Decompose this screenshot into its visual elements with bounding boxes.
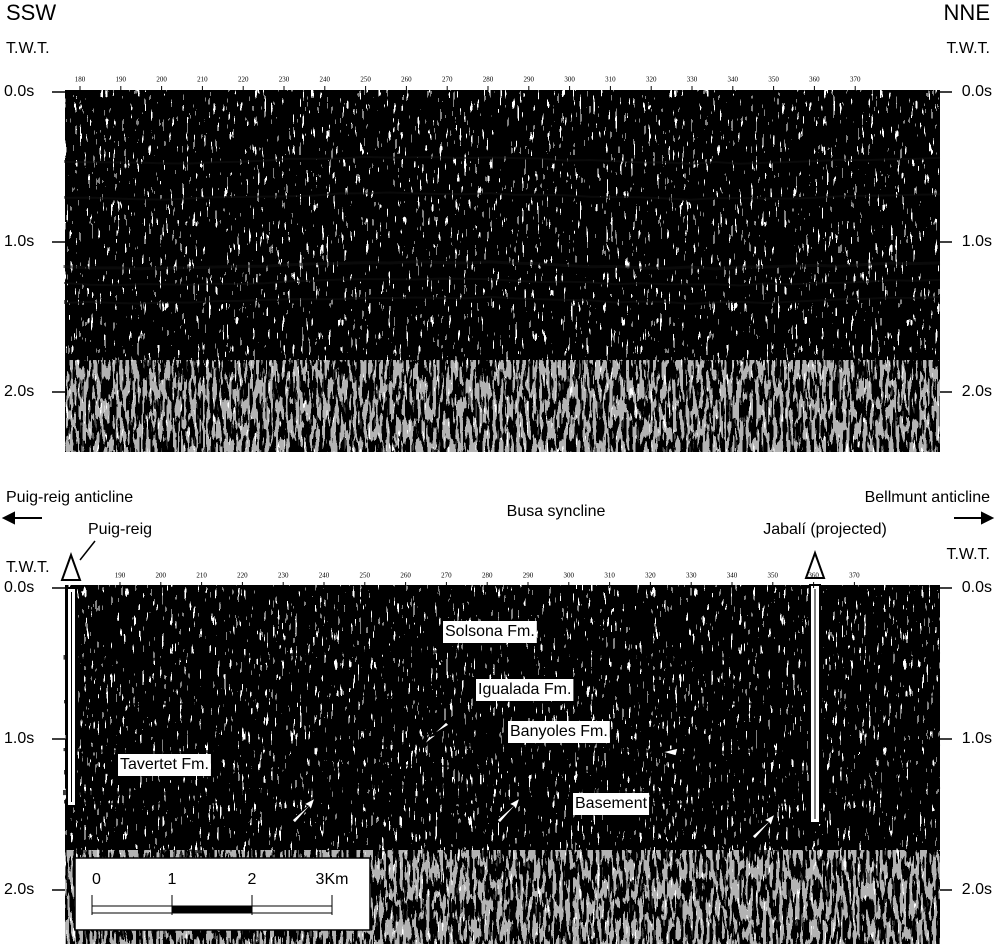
time-label: 1.0s	[962, 730, 992, 747]
time-label: 1.0s	[4, 233, 34, 250]
well-label: Puig-reig	[88, 521, 152, 538]
shotpoint-label: 370	[849, 572, 860, 580]
formation-label: Banyoles Fm.	[510, 723, 608, 740]
shotpoint-label: 240	[319, 572, 330, 580]
shotpoint-label: 290	[524, 76, 535, 84]
time-label: 1.0s	[962, 233, 992, 250]
shotpoint-label: 270	[442, 76, 453, 84]
time-label: 2.0s	[4, 881, 34, 898]
time-label: 1.0s	[4, 730, 34, 747]
shotpoint-label: 280	[482, 572, 493, 580]
axis-title: T.W.T.	[6, 40, 50, 57]
shotpoint-label: 360	[809, 76, 820, 84]
shotpoint-label: 210	[196, 572, 207, 580]
shotpoint-label: 250	[360, 572, 371, 580]
axis-title: T.W.T.	[6, 559, 50, 576]
shotpoint-label: 350	[768, 572, 779, 580]
formation-label: Basement	[575, 795, 648, 812]
time-label: 2.0s	[962, 881, 992, 898]
shotpoint-label: 370	[850, 76, 861, 84]
shotpoint-label: 340	[727, 572, 738, 580]
axis-title: T.W.T.	[946, 546, 990, 563]
shotpoint-label: 310	[605, 76, 616, 84]
time-label: 0.0s	[4, 579, 34, 596]
shotpoint-label: 310	[604, 572, 615, 580]
shotpoint-label: 320	[645, 572, 656, 580]
shotpoint-label: 300	[564, 76, 575, 84]
shotpoint-label: 190	[116, 76, 127, 84]
shotpoint-label: 220	[238, 76, 249, 84]
structure-label: Bellmunt anticline	[865, 489, 991, 506]
shotpoint-label: 270	[441, 572, 452, 580]
shotpoint-label: 340	[728, 76, 739, 84]
formation-label: Solsona Fm.	[445, 623, 535, 640]
shotpoint-label: 360	[808, 572, 819, 580]
well-label: Jabalí (projected)	[763, 521, 887, 538]
seismic-figure: SSW NNE T.W.T. T.W.T. Puig-reig anticlin…	[0, 0, 996, 944]
scale-bar	[75, 858, 370, 930]
shotpoint-label: 200	[156, 76, 167, 84]
shotpoint-label: 300	[564, 572, 575, 580]
time-label: 2.0s	[4, 383, 34, 400]
structure-label: Puig-reig anticline	[6, 489, 133, 506]
scale-label: 3Km	[316, 871, 349, 888]
shotpoint-label: 350	[768, 76, 779, 84]
formation-label: Tavertet Fm.	[120, 756, 209, 773]
scale-label: 2	[248, 871, 257, 888]
top-section	[65, 90, 940, 452]
shotpoint-label: 250	[360, 76, 371, 84]
time-label: 2.0s	[962, 383, 992, 400]
axis-title: T.W.T.	[946, 40, 990, 57]
time-label: 0.0s	[4, 83, 34, 100]
time-label: 0.0s	[962, 83, 992, 100]
shotpoint-label: 320	[646, 76, 657, 84]
formation-label: Igualada Fm.	[478, 681, 571, 698]
direction-label: SSW	[6, 0, 56, 25]
shotpoint-label: 190	[115, 572, 126, 580]
shotpoint-label: 230	[278, 572, 289, 580]
seismic-image	[65, 360, 940, 452]
shotpoint-label: 330	[687, 76, 698, 84]
direction-label: NNE	[944, 0, 990, 25]
shotpoint-label: 330	[686, 572, 697, 580]
time-label: 0.0s	[962, 579, 992, 596]
shotpoint-label: 260	[400, 572, 411, 580]
shotpoint-label: 200	[156, 572, 167, 580]
shotpoint-label: 210	[197, 76, 208, 84]
pointer	[80, 541, 95, 560]
shotpoint-label: 280	[483, 76, 494, 84]
shotpoint-label: 220	[237, 572, 248, 580]
shotpoint-label: 240	[320, 76, 331, 84]
scale-label: 0	[92, 871, 101, 888]
structure-label: Busa syncline	[507, 503, 606, 520]
scale-label: 1	[168, 871, 177, 888]
shotpoint-label: 180	[75, 76, 86, 84]
shotpoint-label: 230	[279, 76, 290, 84]
shotpoint-label: 260	[401, 76, 412, 84]
shotpoint-label: 290	[523, 572, 534, 580]
